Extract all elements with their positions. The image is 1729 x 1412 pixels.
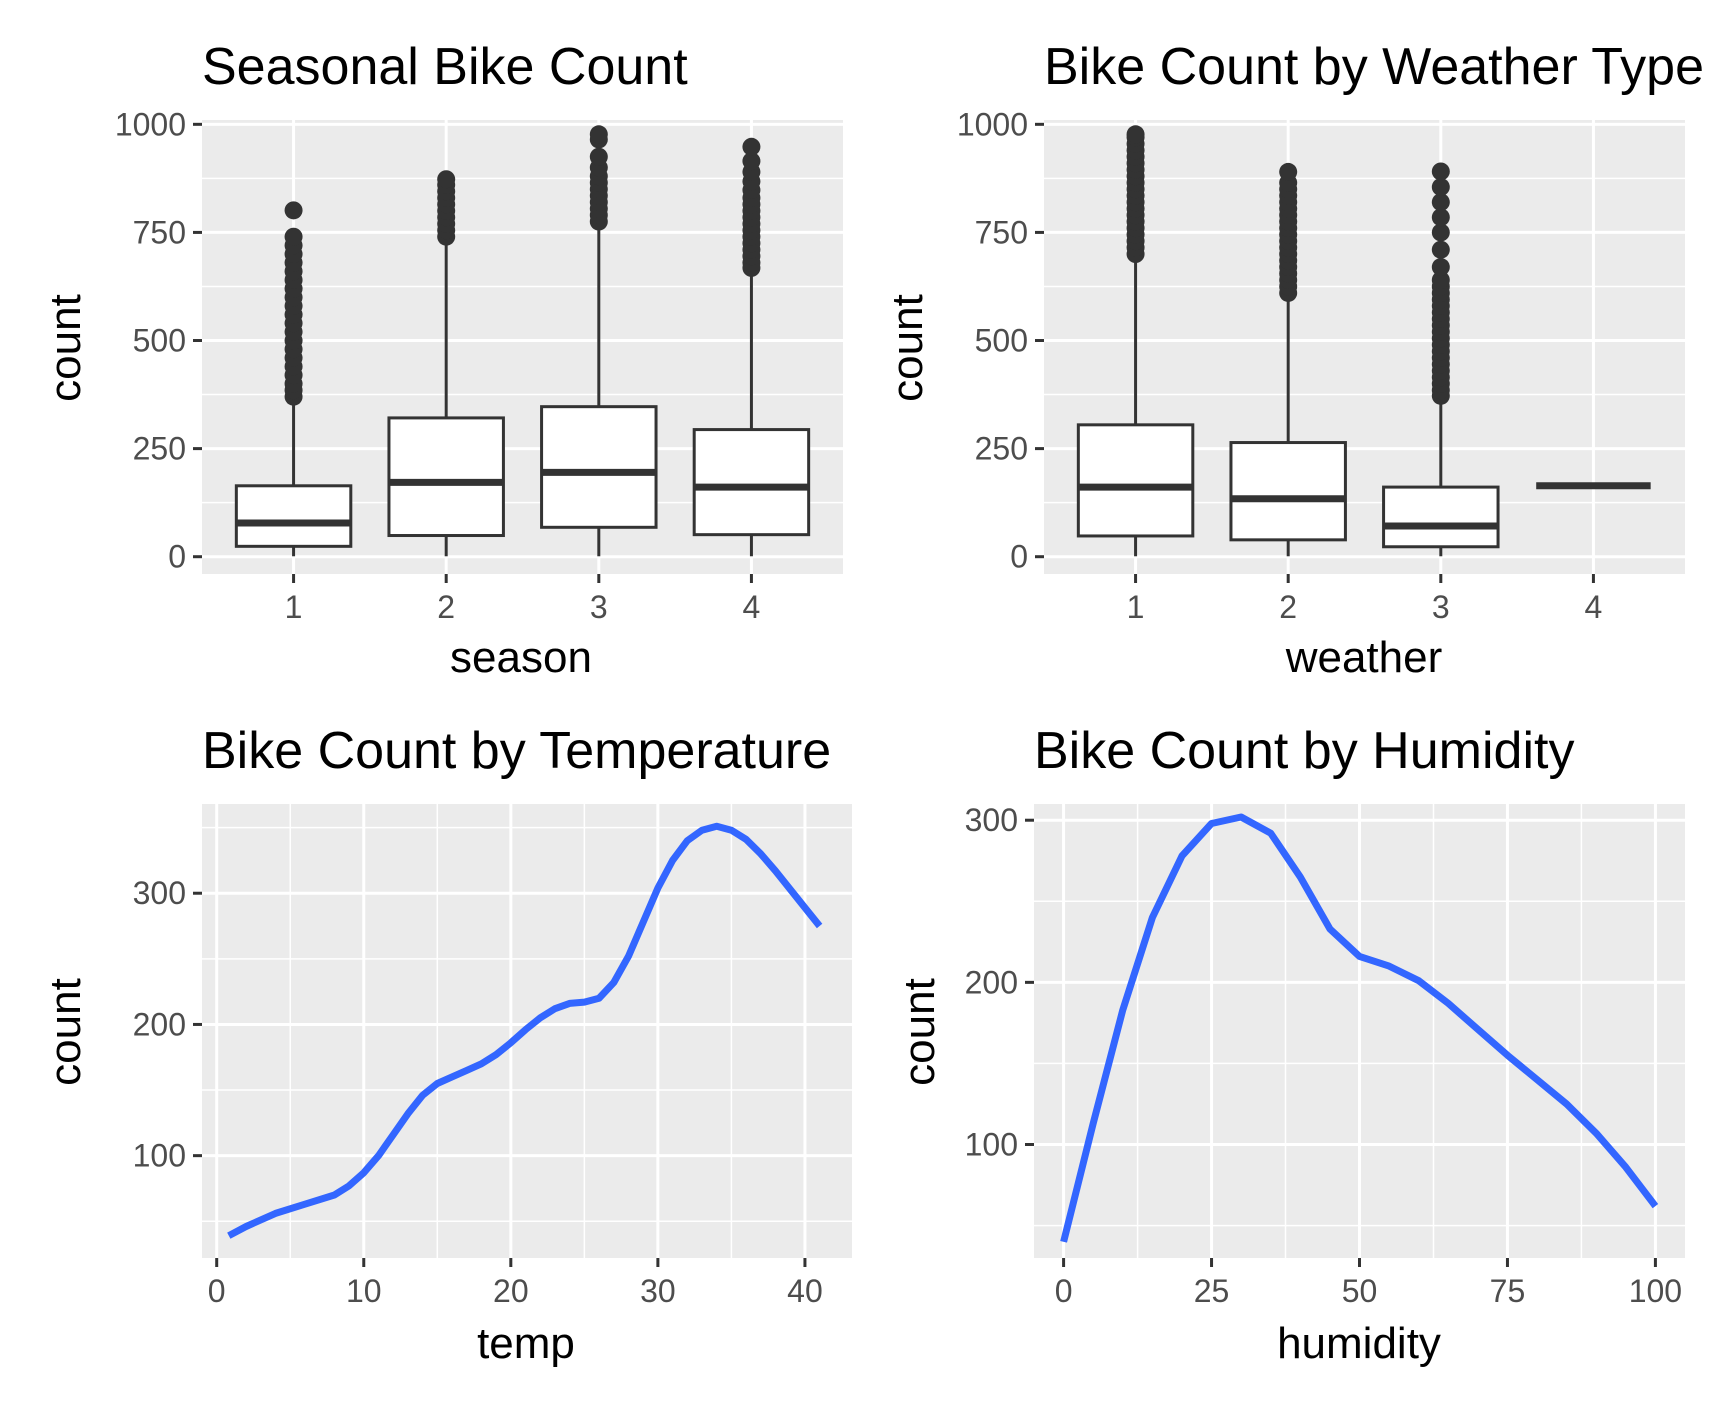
weather-iqr-box (1076, 423, 1195, 538)
seasonal-outlier-point (437, 170, 456, 189)
humidity-x-tick-label: 100 (1629, 1273, 1682, 1309)
seasonal-x-tick-label: 2 (437, 589, 455, 625)
temperature-line-plot-panel: 100 200 300 0 10 20 30 40 Bike Count by Tempera… (41, 722, 852, 1368)
humidity-plot-title: Bike Count by Humidity (1034, 722, 1574, 780)
seasonal-outlier-point (284, 201, 303, 220)
seasonal-iqr-box (692, 428, 811, 537)
temperature-plot-title: Bike Count by Temperature (202, 722, 831, 780)
seasonal-x-tick-label: 1 (285, 589, 303, 625)
temperature-plot-area: 100 200 300 0 10 20 30 40 (133, 804, 852, 1309)
seasonal-y-tick-label: 1000 (115, 106, 186, 142)
weather-outlier-point (1431, 208, 1450, 227)
seasonal-box-1 (234, 201, 353, 557)
weather-box-2 (1229, 162, 1347, 557)
weather-y-tick-label: 250 (975, 431, 1028, 467)
weather-outlier-point (1431, 193, 1450, 212)
weather-outlier-point (1279, 162, 1298, 181)
temperature-x-axis-title: temp (477, 1319, 575, 1368)
weather-box-3 (1382, 162, 1500, 557)
humidity-x-tick-label: 50 (1342, 1273, 1378, 1309)
seasonal-x-tick-label: 3 (590, 589, 608, 625)
humidity-x-axis-title: humidity (1277, 1319, 1441, 1368)
seasonal-x-tick-label: 4 (743, 589, 761, 625)
weather-iqr-box (1229, 441, 1347, 542)
temperature-x-tick-label: 10 (346, 1273, 382, 1309)
seasonal-x-axis-title: season (450, 633, 592, 682)
weather-box-plot-panel: 0 250 500 750 1000 1 2 3 4 Bike Count by Weather… (883, 38, 1704, 682)
temperature-y-tick-label: 200 (133, 1006, 186, 1042)
weather-iqr-box (1382, 485, 1500, 549)
seasonal-iqr-box (540, 405, 658, 529)
weather-x-tick-label: 1 (1127, 589, 1145, 625)
weather-x-axis-title: weather (1285, 633, 1443, 682)
seasonal-y-tick-label: 750 (133, 214, 186, 250)
humidity-smooth-line (1060, 813, 1659, 1243)
temperature-y-tick-label: 100 (133, 1138, 186, 1174)
humidity-x-tick-label: 0 (1055, 1273, 1073, 1309)
weather-outlier-point (1431, 223, 1450, 242)
weather-x-tick-label: 3 (1432, 589, 1450, 625)
seasonal-outlier-point (742, 152, 761, 171)
weather-outlier-point (1431, 240, 1450, 259)
humidity-line-plot-panel: 100 200 300 0 25 50 75 100 Bike Count by Humidi… (895, 722, 1685, 1368)
seasonal-outlier-point (742, 137, 761, 156)
weather-outlier-point (1431, 270, 1450, 289)
weather-y-tick-label: 1000 (957, 106, 1028, 142)
weather-plot-title: Bike Count by Weather Type (1044, 38, 1704, 96)
weather-outlier-point (1431, 178, 1450, 197)
temperature-x-tick-label: 20 (493, 1273, 529, 1309)
seasonal-box-3 (540, 125, 658, 557)
seasonal-outlier-point (589, 125, 608, 144)
seasonal-plot-title: Seasonal Bike Count (202, 38, 688, 96)
temperature-y-axis-title: count (41, 978, 90, 1086)
temperature-x-tick-label: 30 (640, 1273, 676, 1309)
seasonal-y-axis-title: count (41, 294, 90, 402)
seasonal-y-tick-label: 0 (168, 539, 186, 575)
weather-outlier-point (1431, 162, 1450, 181)
weather-y-tick-label: 750 (975, 214, 1028, 250)
temperature-smooth-line (227, 822, 823, 1239)
seasonal-box-plot-panel: 0 250 500 750 1000 1 2 3 4 Seasonal Bike Count s… (41, 38, 843, 682)
seasonal-y-tick-label: 500 (133, 323, 186, 359)
humidity-y-axis-title: count (895, 978, 944, 1086)
seasonal-outlier-point (589, 147, 608, 166)
weather-plot-area: 0 250 500 750 1000 1 2 3 4 (957, 106, 1685, 625)
weather-outlier-point (1126, 125, 1145, 144)
weather-y-tick-label: 0 (1010, 539, 1028, 575)
seasonal-y-tick-label: 250 (133, 431, 186, 467)
seasonal-box-2 (387, 170, 505, 557)
weather-outlier-point (1431, 258, 1450, 277)
weather-x-tick-label: 2 (1279, 589, 1297, 625)
weather-y-axis-title: count (883, 294, 932, 402)
humidity-x-tick-label: 75 (1490, 1273, 1526, 1309)
seasonal-plot-area: 0 250 500 750 1000 1 2 3 4 (115, 106, 843, 625)
seasonal-box-4 (692, 137, 811, 557)
humidity-plot-area: 100 200 300 0 25 50 75 100 (965, 802, 1685, 1309)
seasonal-iqr-box (387, 416, 505, 538)
weather-box-1 (1076, 125, 1195, 557)
temperature-x-tick-label: 40 (787, 1273, 823, 1309)
humidity-x-tick-label: 25 (1194, 1273, 1230, 1309)
humidity-y-tick-label: 300 (965, 802, 1018, 838)
temperature-x-tick-label: 0 (208, 1273, 226, 1309)
weather-y-tick-label: 500 (975, 323, 1028, 359)
seasonal-iqr-box (234, 484, 353, 548)
humidity-y-tick-label: 100 (965, 1127, 1018, 1163)
temperature-y-tick-label: 300 (133, 875, 186, 911)
seasonal-outlier-point (284, 227, 303, 246)
humidity-y-tick-label: 200 (965, 964, 1018, 1000)
weather-x-tick-label: 4 (1585, 589, 1603, 625)
